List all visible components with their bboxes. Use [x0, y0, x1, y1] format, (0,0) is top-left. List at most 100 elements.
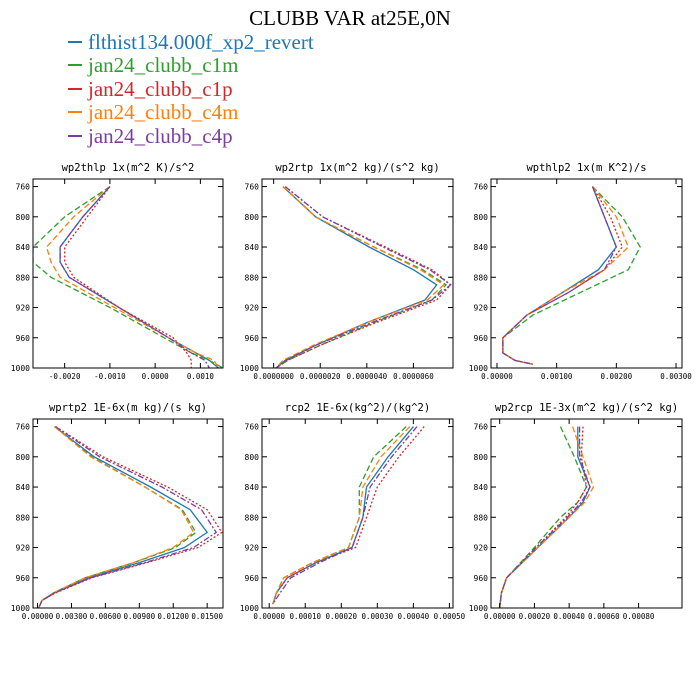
x-tick-label: 0.00000 [253, 612, 285, 621]
x-tick-label: 0.00040 [553, 612, 585, 621]
y-tick-label: 960 [16, 574, 31, 583]
series-line [38, 426, 223, 608]
y-tick-label: 840 [16, 483, 31, 492]
series-line [59, 186, 219, 368]
series-line [38, 426, 197, 608]
plot-frame [490, 178, 683, 369]
x-tick-label: 0.0000040 [346, 372, 387, 381]
panel-title: rcp2 1E-6x(kg^2)/(kg^2) [285, 402, 430, 414]
x-tick-label: 0.0000000 [253, 372, 294, 381]
x-tick-label: 0.00060 [588, 612, 620, 621]
y-tick-label: 880 [16, 273, 31, 282]
y-tick-label: 960 [474, 334, 489, 343]
plot-frame [32, 178, 224, 369]
y-tick-label: 800 [245, 453, 260, 462]
legend-swatch [68, 111, 82, 114]
y-tick-label: 1000 [240, 364, 259, 373]
y-tick-label: 840 [245, 243, 260, 252]
series-line [33, 186, 223, 368]
y-tick-label: 760 [245, 423, 260, 432]
x-tick-label: 0.00100 [541, 372, 573, 381]
x-tick-label: 0.00030 [362, 612, 394, 621]
y-tick-label: 800 [245, 213, 260, 222]
chart-panel: wprtp2 1E-6x(m kg)/(s kg) 760 800 840 880 920… [11, 402, 224, 621]
legend-item: jan24_clubb_c4m [68, 101, 314, 125]
y-tick-label: 960 [16, 334, 31, 343]
y-tick-label: 880 [474, 273, 489, 282]
x-tick-label: -0.0020 [49, 372, 81, 381]
legend-swatch [68, 40, 82, 43]
y-tick-label: 760 [474, 423, 489, 432]
legend-item: jan24_clubb_c1m [68, 54, 314, 78]
series-line [502, 186, 618, 365]
y-tick-label: 920 [245, 304, 260, 313]
series-line [272, 426, 411, 605]
y-tick-label: 800 [16, 453, 31, 462]
x-tick-label: 0.00020 [325, 612, 357, 621]
y-tick-label: 880 [245, 513, 260, 522]
legend: flthist134.000f_xp2_revert jan24_clubb_c… [68, 30, 314, 148]
series-line [499, 426, 591, 608]
chart-panel: wpthlp2 1x(m K^2)/s 760 800 840 880 920 960 100… [469, 162, 693, 381]
series-line [59, 186, 210, 368]
x-tick-label: -0.0010 [94, 372, 126, 381]
y-tick-label: 800 [474, 213, 489, 222]
series-line [38, 426, 209, 608]
series-line [275, 186, 445, 368]
y-tick-label: 840 [474, 483, 489, 492]
series-line [275, 186, 452, 368]
x-tick-label: 0.0000 [142, 372, 170, 381]
legend-swatch [68, 134, 82, 137]
y-tick-label: 920 [16, 544, 31, 553]
panel-title: wp2rcp 1E-3x(m^2 kg)/(s^2 kg) [495, 402, 678, 414]
x-tick-label: 0.01500 [191, 612, 223, 621]
x-tick-label: 0.00080 [623, 612, 655, 621]
x-tick-label: 0.00040 [398, 612, 430, 621]
legend-item: jan24_clubb_c1p [68, 77, 314, 101]
chart-panel: wp2thlp 1x(m^2 K)/s^2 760 800 840 880 920 960 1… [11, 162, 224, 381]
chart-panel: rcp2 1E-6x(kg^2)/(kg^2) 760 800 840 880 920 96… [240, 402, 466, 621]
y-tick-label: 880 [245, 273, 260, 282]
x-tick-label: 0.00020 [519, 612, 551, 621]
y-tick-label: 760 [16, 183, 31, 192]
y-tick-label: 920 [245, 544, 260, 553]
x-tick-label: 0.00000 [481, 372, 513, 381]
figure-title: CLUBB VAR at25E,0N [249, 6, 451, 30]
series-line [45, 186, 220, 368]
x-tick-label: 0.00300 [660, 372, 692, 381]
series-line [272, 426, 414, 605]
legend-label: jan24_clubb_c4p [88, 123, 233, 148]
panel-title: wpthlp2 1x(m K^2)/s [526, 162, 646, 174]
series-line [499, 426, 588, 608]
series-line [502, 186, 630, 365]
x-tick-label: 0.00300 [56, 612, 88, 621]
series-line [502, 186, 618, 365]
plot-frame [32, 418, 224, 609]
plot-frame [490, 418, 683, 609]
plot-frame [261, 418, 454, 609]
y-tick-label: 960 [245, 334, 260, 343]
legend-item: flthist134.000f_xp2_revert [68, 30, 314, 54]
y-tick-label: 840 [474, 243, 489, 252]
y-tick-label: 960 [245, 574, 260, 583]
y-tick-label: 840 [245, 483, 260, 492]
x-tick-label: 0.00010 [289, 612, 321, 621]
series-line [272, 426, 425, 605]
y-tick-label: 920 [474, 304, 489, 313]
legend-item: jan24_clubb_c4p [68, 124, 314, 148]
series-line [275, 186, 452, 368]
x-tick-label: 0.0000060 [393, 372, 434, 381]
x-tick-label: 0.00200 [601, 372, 633, 381]
x-tick-label: 0.01200 [157, 612, 189, 621]
x-tick-label: 0.0010 [187, 372, 215, 381]
chart-panel: wp2rtp 1x(m^2 kg)/(s^2 kg) 760 800 840 880 92… [240, 162, 454, 381]
series-line [502, 186, 641, 365]
series-line [64, 186, 192, 368]
x-tick-label: 0.00050 [434, 612, 466, 621]
y-tick-label: 1000 [469, 364, 488, 373]
chart-panel: wp2rcp 1E-3x(m^2 kg)/(s^2 kg) 760 800 840 88… [469, 402, 683, 621]
y-tick-label: 960 [474, 574, 489, 583]
y-tick-label: 1000 [11, 364, 30, 373]
